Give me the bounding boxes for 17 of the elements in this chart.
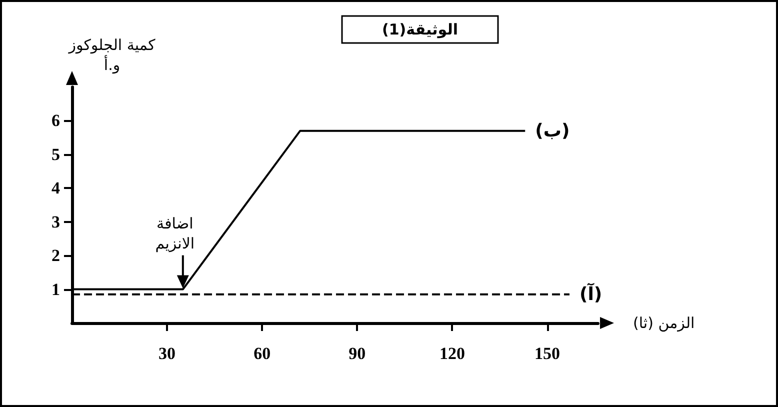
y-tick-label: 6 (52, 111, 60, 130)
x-axis-title: الزمن (ثا) (633, 314, 695, 332)
y-axis-title: كمية الجلوكوز و.أ (68, 36, 156, 74)
annotation: اضافة الانزيم (155, 214, 195, 252)
y-tick-label: 4 (52, 178, 60, 198)
y-tick-label: 5 (52, 144, 60, 164)
x-tick-label: 150 (534, 344, 560, 363)
x-tick-label: 120 (439, 344, 465, 363)
series-label: (آ) (579, 282, 602, 305)
chart-title: الوثيقة(1) (382, 20, 458, 38)
y-tick-label: 1 (52, 280, 60, 299)
series-label: (ب) (535, 120, 570, 142)
y-tick-label: 3 (52, 212, 60, 232)
x-tick-label: 30 (158, 344, 176, 363)
y-tick-label: 2 (52, 246, 60, 266)
x-tick-label: 90 (348, 344, 366, 363)
x-tick-label: 60 (254, 344, 271, 363)
